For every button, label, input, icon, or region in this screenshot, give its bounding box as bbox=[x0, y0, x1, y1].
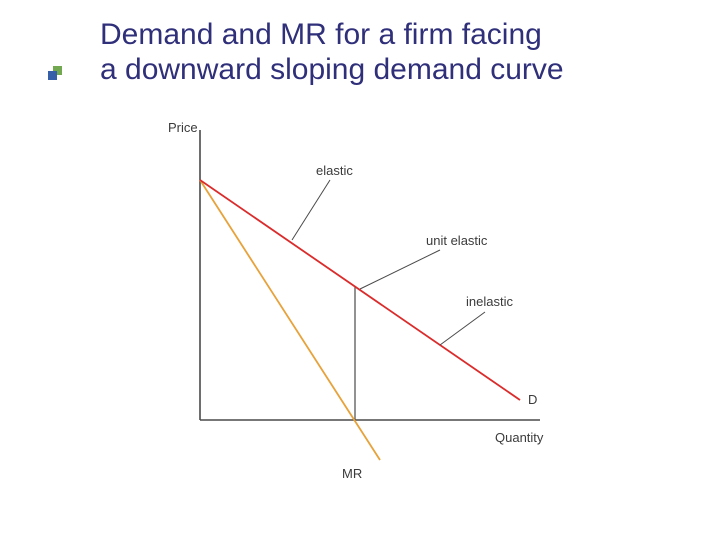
slide-title: Demand and MR for a firm facing a downwa… bbox=[100, 18, 710, 87]
y-axis-label: Price bbox=[168, 120, 198, 135]
title-line-2: a downward sloping demand curve bbox=[100, 53, 564, 86]
bullet-square-front bbox=[48, 71, 57, 80]
title-bullet bbox=[48, 66, 62, 80]
inelastic-label: inelastic bbox=[466, 294, 513, 309]
title-line-1: Demand and MR for a firm facing bbox=[100, 18, 542, 51]
demand-label: D bbox=[528, 392, 537, 407]
chart: Price Quantity D MR elastic unit elastic… bbox=[140, 120, 610, 500]
mr-label: MR bbox=[342, 466, 362, 481]
x-axis-label: Quantity bbox=[495, 430, 544, 445]
chart-svg: Price Quantity D MR elastic unit elastic… bbox=[140, 120, 610, 500]
elastic-label: elastic bbox=[316, 163, 353, 178]
slide: Demand and MR for a firm facing a downwa… bbox=[0, 0, 720, 540]
unit-elastic-label: unit elastic bbox=[426, 233, 488, 248]
